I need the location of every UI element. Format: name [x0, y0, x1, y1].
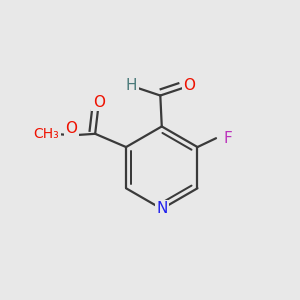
Text: F: F [224, 131, 232, 146]
Text: CH₃: CH₃ [34, 127, 59, 141]
Text: O: O [183, 78, 195, 93]
Text: O: O [66, 121, 78, 136]
Text: H: H [126, 78, 137, 93]
Text: O: O [93, 95, 105, 110]
Text: N: N [156, 201, 167, 216]
